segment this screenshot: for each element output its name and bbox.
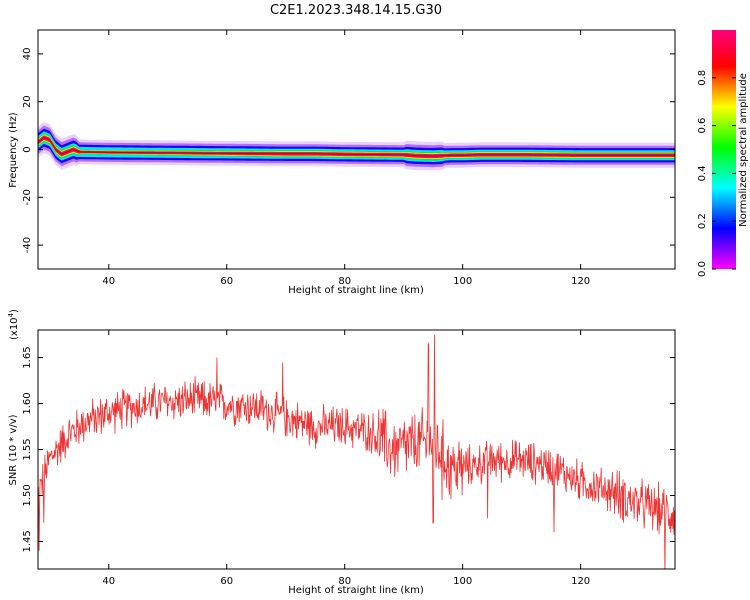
spectrogram-xtick-label: 100 [453, 276, 472, 287]
spectrogram-heatmap [38, 122, 675, 171]
snr-xtick-label: 80 [338, 576, 351, 587]
snr-ytick-label: 1.45 [22, 530, 33, 552]
spectrogram-xlabel: Height of straight line (km) [288, 285, 424, 296]
figure-title: C2E1.2023.348.14.15.G30 [270, 3, 442, 18]
snr-xtick-label: 100 [453, 576, 472, 587]
colorbar: 0.0 0.2 0.4 0.6 0.8 Normalized spectral ampl… [697, 30, 749, 277]
spectrogram-ytick-label: -20 [22, 189, 33, 205]
snr-multiplier-base: (x10 [9, 317, 20, 340]
spectrogram-ytick-label: -40 [22, 237, 33, 253]
snr-series-line [38, 334, 675, 569]
snr-frame [37, 329, 676, 570]
snr-ytick-label: 1.60 [22, 392, 33, 414]
spectrogram-xtick-label: 80 [338, 276, 351, 287]
snr-multiplier-close: ) [9, 309, 20, 313]
spectrogram-ylabel: Frequency (Hz) [8, 112, 19, 188]
snr-ytick-label: 1.50 [22, 484, 33, 506]
spectrogram-ridge [38, 136, 675, 157]
svg-text:(x104): (x104) [7, 309, 20, 340]
spectrogram-panel: 40 60 80 100 120 -40 -20 0 20 40 Height of straig… [8, 29, 676, 296]
colorbar-tick-label: 0.0 [697, 261, 708, 277]
snr-axes: 40 60 80 100 120 1.45 1.50 1.55 1.60 1.65 [22, 330, 675, 587]
colorbar-label: Normalized spectral amplitude [738, 73, 749, 227]
snr-ytick-label: 1.55 [22, 438, 33, 460]
snr-ylabel: SNR (10 * v/v) [8, 414, 19, 485]
colorbar-ticks: 0.0 0.2 0.4 0.6 0.8 [697, 70, 736, 277]
snr-xtick-label: 40 [102, 576, 115, 587]
spectrogram-ytick-label: 40 [22, 48, 33, 61]
colorbar-tick-label: 0.4 [697, 165, 708, 181]
spectrogram-xtick-label: 40 [102, 276, 115, 287]
spectrogram-axes: 40 60 80 100 120 -40 -20 0 20 40 [22, 30, 675, 287]
colorbar-tick-label: 0.6 [697, 118, 708, 134]
snr-multiplier: (x104) [7, 309, 20, 340]
colorbar-gradient [712, 30, 736, 269]
snr-ytick-label: 1.65 [22, 346, 33, 368]
snr-xtick-label: 60 [220, 576, 233, 587]
colorbar-tick-label: 0.8 [697, 70, 708, 86]
spectrogram-xtick-label: 120 [571, 276, 590, 287]
snr-xtick-label: 120 [571, 576, 590, 587]
spectrogram-ytick-label: 0 [22, 146, 33, 152]
colorbar-tick-label: 0.2 [697, 213, 708, 229]
snr-panel: 40 60 80 100 120 1.45 1.50 1.55 1.60 1.65 Height … [7, 309, 676, 596]
spectrogram-xtick-label: 60 [220, 276, 233, 287]
snr-multiplier-exp: 4 [7, 312, 15, 317]
snr-xlabel: Height of straight line (km) [288, 585, 424, 596]
spectrogram-ytick-label: 20 [22, 95, 33, 108]
